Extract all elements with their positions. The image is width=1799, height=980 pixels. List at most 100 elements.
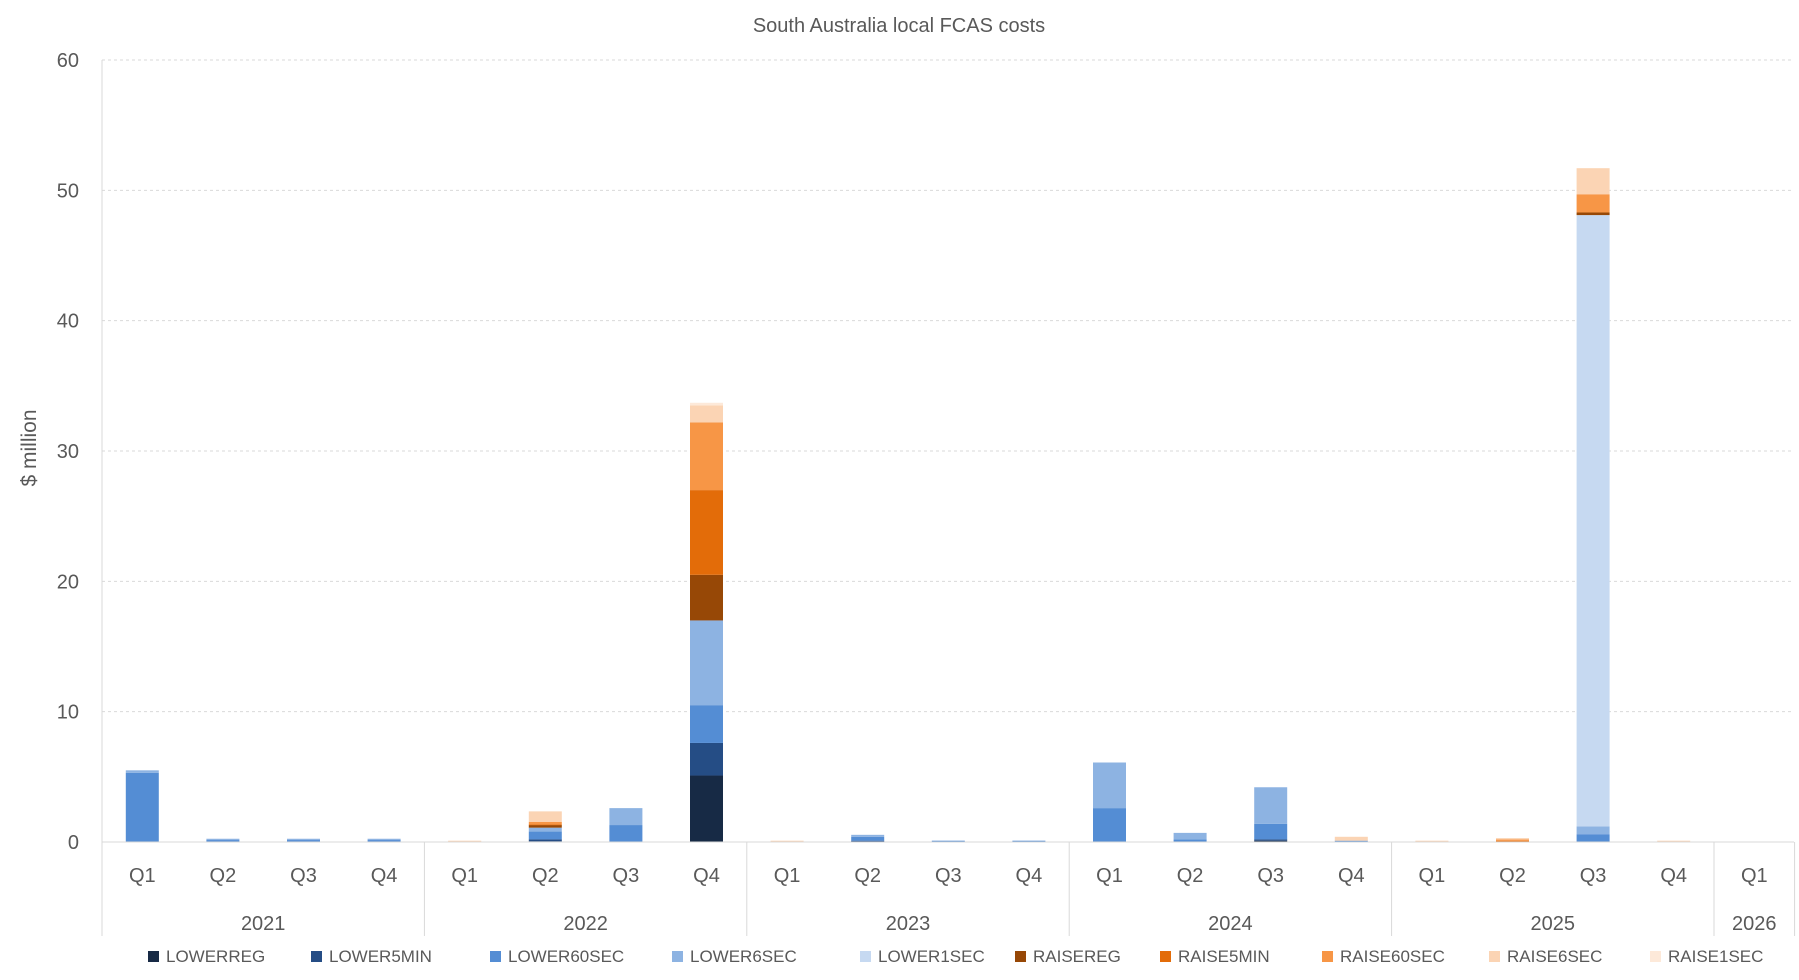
bar-segment-lower1sec <box>1576 215 1610 827</box>
x-axis: Q1 Q2 Q3 Q4 Q1 Q2 Q3 Q4 Q1 Q2 Q3 Q4 Q1 Q2 Q3 Q4 Q1 Q2 Q3 Q4… <box>101 841 1796 936</box>
bar-segment-lower6sec <box>609 808 643 826</box>
x-tick-label: Q2 <box>854 865 881 887</box>
bar-segment-lower6sec <box>1576 826 1610 835</box>
x-tick-label: Q2 <box>532 865 559 887</box>
bar-segment-lower60sec <box>125 772 159 842</box>
bar-segment-lower6sec <box>125 770 159 773</box>
x-tick-label: Q4 <box>1338 865 1365 887</box>
legend-label: RAISE60SEC <box>1340 947 1445 966</box>
bar-segment-lower6sec <box>528 827 562 832</box>
bar-segment-raise6sec <box>528 811 562 822</box>
legend-swatch <box>148 951 159 962</box>
legend-swatch <box>860 951 871 962</box>
legend-label: RAISEREG <box>1033 947 1121 966</box>
year-label: 2024 <box>1208 913 1253 935</box>
x-tick-label: Q1 <box>451 865 478 887</box>
y-tick-label: 40 <box>57 311 79 333</box>
bar-segment-raise60sec <box>528 821 562 825</box>
legend-swatch <box>1489 951 1500 962</box>
year-label: 2021 <box>241 913 286 935</box>
bar-segment-lower6sec <box>287 838 320 841</box>
bar-segment-lower60sec <box>1576 834 1610 842</box>
chart-title: South Australia local FCAS costs <box>753 15 1045 37</box>
x-tick-label: Q3 <box>613 865 640 887</box>
legend-item: LOWER60SEC <box>490 947 624 966</box>
y-tick-label: 60 <box>57 50 79 72</box>
x-tick-label: Q1 <box>129 865 156 887</box>
bar-segment-raise6sec <box>1657 840 1691 842</box>
x-tick-label: Q4 <box>1016 865 1043 887</box>
y-axis-ticks: 0 10 20 30 40 50 60 <box>57 50 79 854</box>
bar-segment-raise6sec <box>770 840 804 842</box>
x-tick-label: Q3 <box>290 865 317 887</box>
x-tick-label: Q4 <box>371 865 398 887</box>
bar-segment-lower6sec <box>690 620 723 706</box>
bar-segment-raisereg <box>528 825 562 828</box>
legend-label: RAISE5MIN <box>1178 947 1270 966</box>
bar-segment-raise60sec <box>1496 839 1529 841</box>
bar-segment-lower6sec <box>1093 762 1126 809</box>
bar-segment-raise60sec <box>1576 194 1610 213</box>
bar-segment-lower6sec <box>851 834 885 837</box>
year-label: 2026 <box>1732 913 1777 935</box>
legend-swatch <box>311 951 322 962</box>
bar-segment-raise6sec <box>690 405 723 423</box>
legend-item: RAISE1SEC <box>1650 947 1763 966</box>
bar-segment-lower60sec <box>1093 808 1126 842</box>
x-tick-label: Q1 <box>1096 865 1123 887</box>
bar-segment-lowerreg <box>1254 840 1288 842</box>
bar-segment-raise5min <box>1496 840 1529 842</box>
legend-item: RAISE5MIN <box>1160 947 1270 966</box>
bar-segment-lower6sec <box>367 838 401 841</box>
bar-segment-lower60sec <box>1254 823 1288 840</box>
y-tick-label: 10 <box>57 702 79 724</box>
legend-swatch <box>1650 951 1661 962</box>
legend-label: RAISE6SEC <box>1507 947 1602 966</box>
bar-segment-lower5min <box>851 840 885 842</box>
bars <box>125 168 1691 843</box>
legend-label: RAISE1SEC <box>1668 947 1763 966</box>
bar-segment-lower5min <box>528 839 562 842</box>
legend-swatch <box>672 951 683 962</box>
bar-segment-lower60sec <box>1334 840 1368 842</box>
bar-segment-lower60sec <box>690 705 723 743</box>
bar-segment-lower60sec <box>1173 839 1207 842</box>
legend-label: LOWERREG <box>166 947 265 966</box>
bar-segment-lower60sec <box>528 831 562 840</box>
x-tick-label: Q2 <box>1177 865 1204 887</box>
bar-segment-lower60sec <box>851 836 885 841</box>
legend-swatch <box>490 951 501 962</box>
bar-segment-raisereg <box>690 574 723 621</box>
x-tick-label: Q2 <box>1499 865 1526 887</box>
bar-segment-raise6sec <box>448 840 482 842</box>
legend-swatch <box>1015 951 1026 962</box>
bar-segment-lower60sec <box>287 840 320 842</box>
legend-item: RAISE6SEC <box>1489 947 1602 966</box>
bar-segment-raise6sec <box>1576 168 1610 195</box>
bar-segment-lower5min <box>1254 839 1288 841</box>
year-label: 2022 <box>563 913 608 935</box>
y-axis-label: $ million <box>18 409 41 486</box>
bar-segment-raise5min <box>528 824 562 826</box>
bar-segment-lower5min <box>690 742 723 776</box>
legend-label: LOWER1SEC <box>878 947 985 966</box>
x-tick-label: Q2 <box>210 865 237 887</box>
gridlines <box>101 59 1794 842</box>
legend-item: RAISE60SEC <box>1322 947 1445 966</box>
y-tick-label: 30 <box>57 441 79 463</box>
bar-segment-raisereg <box>1576 212 1610 216</box>
bar-segment-raise6sec <box>1496 838 1529 840</box>
legend-item: LOWER5MIN <box>311 947 432 966</box>
x-tick-label: Q3 <box>1580 865 1607 887</box>
bar-segment-lower60sec <box>609 825 643 842</box>
bar-segment-raise6sec <box>1334 836 1368 841</box>
x-tick-label: Q3 <box>935 865 962 887</box>
legend-label: LOWER5MIN <box>329 947 432 966</box>
bar-segment-lower6sec <box>1173 832 1207 840</box>
x-tick-label: Q4 <box>1660 865 1687 887</box>
y-tick-label: 20 <box>57 571 79 593</box>
bar-segment-lower6sec <box>1254 787 1288 824</box>
bar-segment-raise60sec <box>690 422 723 491</box>
y-tick-label: 50 <box>57 180 79 202</box>
